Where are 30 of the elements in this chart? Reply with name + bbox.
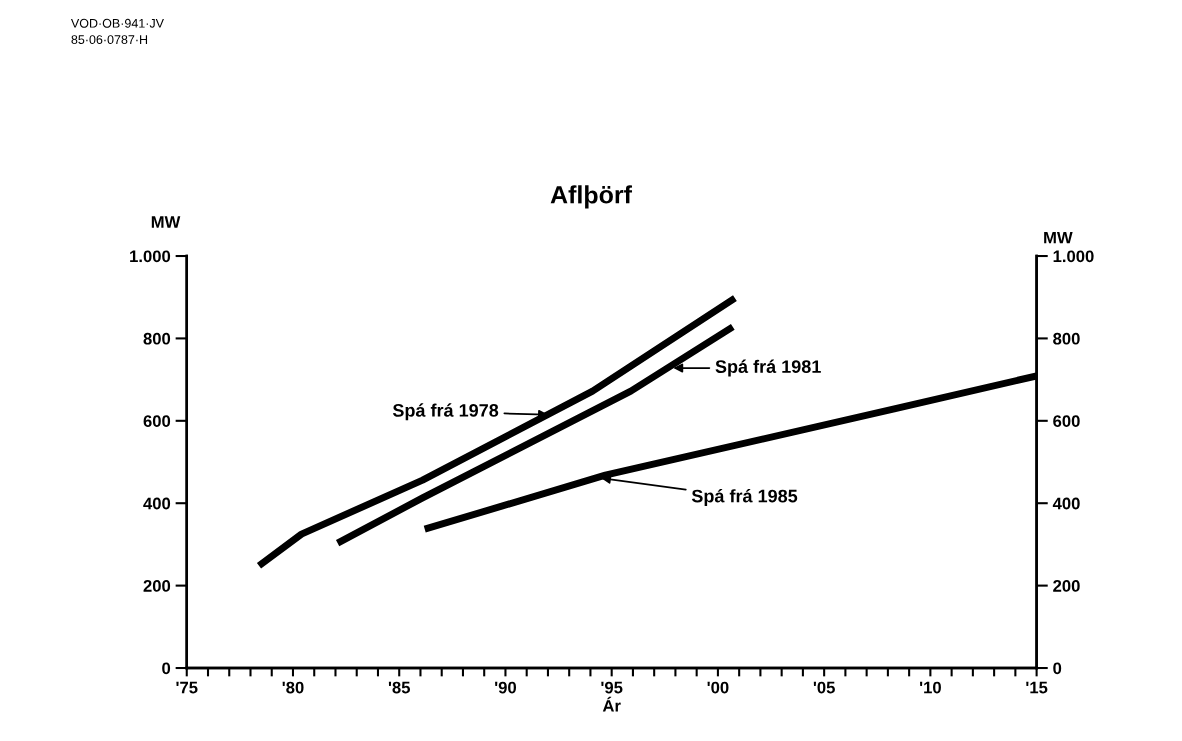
x-tick-label: '75	[176, 681, 198, 694]
x-tick-label: '00	[707, 681, 729, 694]
x-tick-label: '90	[495, 681, 517, 694]
y2-tick-label: 0	[1053, 662, 1062, 675]
annotation: Spá frá 1985	[691, 489, 798, 507]
annotation: Spá frá 1978	[392, 403, 499, 421]
y-tick-label: 400	[143, 497, 171, 510]
x-tick-label: '05	[813, 681, 835, 694]
text: VOD·OB·941·JV	[70, 18, 164, 28]
y-tick-label: 800	[143, 332, 171, 345]
annotation: Spá frá 1981	[715, 359, 821, 377]
y2-tick-label: 800	[1053, 332, 1080, 345]
x-tick-label: '85	[388, 681, 411, 694]
y2-tick-label: 600	[1053, 415, 1080, 428]
y-tick-label: 200	[143, 580, 171, 592]
y2-tick-label: 400	[1052, 497, 1080, 510]
y2-tick-label: 200	[1053, 580, 1080, 592]
text: 85·06·0787·H	[71, 35, 148, 45]
y2-axis-title: MW	[1044, 231, 1073, 244]
y-tick-label: 1.000	[130, 250, 171, 263]
x-axis-title: Ár	[602, 696, 621, 712]
y-tick-label: 0	[162, 662, 171, 675]
x-tick-label: '95	[601, 681, 623, 694]
chart-title: Aflþörf	[550, 185, 633, 209]
y2-tick-label: 1.000	[1053, 250, 1094, 263]
x-tick-label: '15	[1026, 681, 1048, 694]
x-tick-label: '10	[920, 681, 941, 694]
y-tick-label: 600	[143, 415, 171, 428]
y-axis-title: MW	[151, 216, 181, 228]
x-tick-label: '80	[282, 681, 304, 694]
